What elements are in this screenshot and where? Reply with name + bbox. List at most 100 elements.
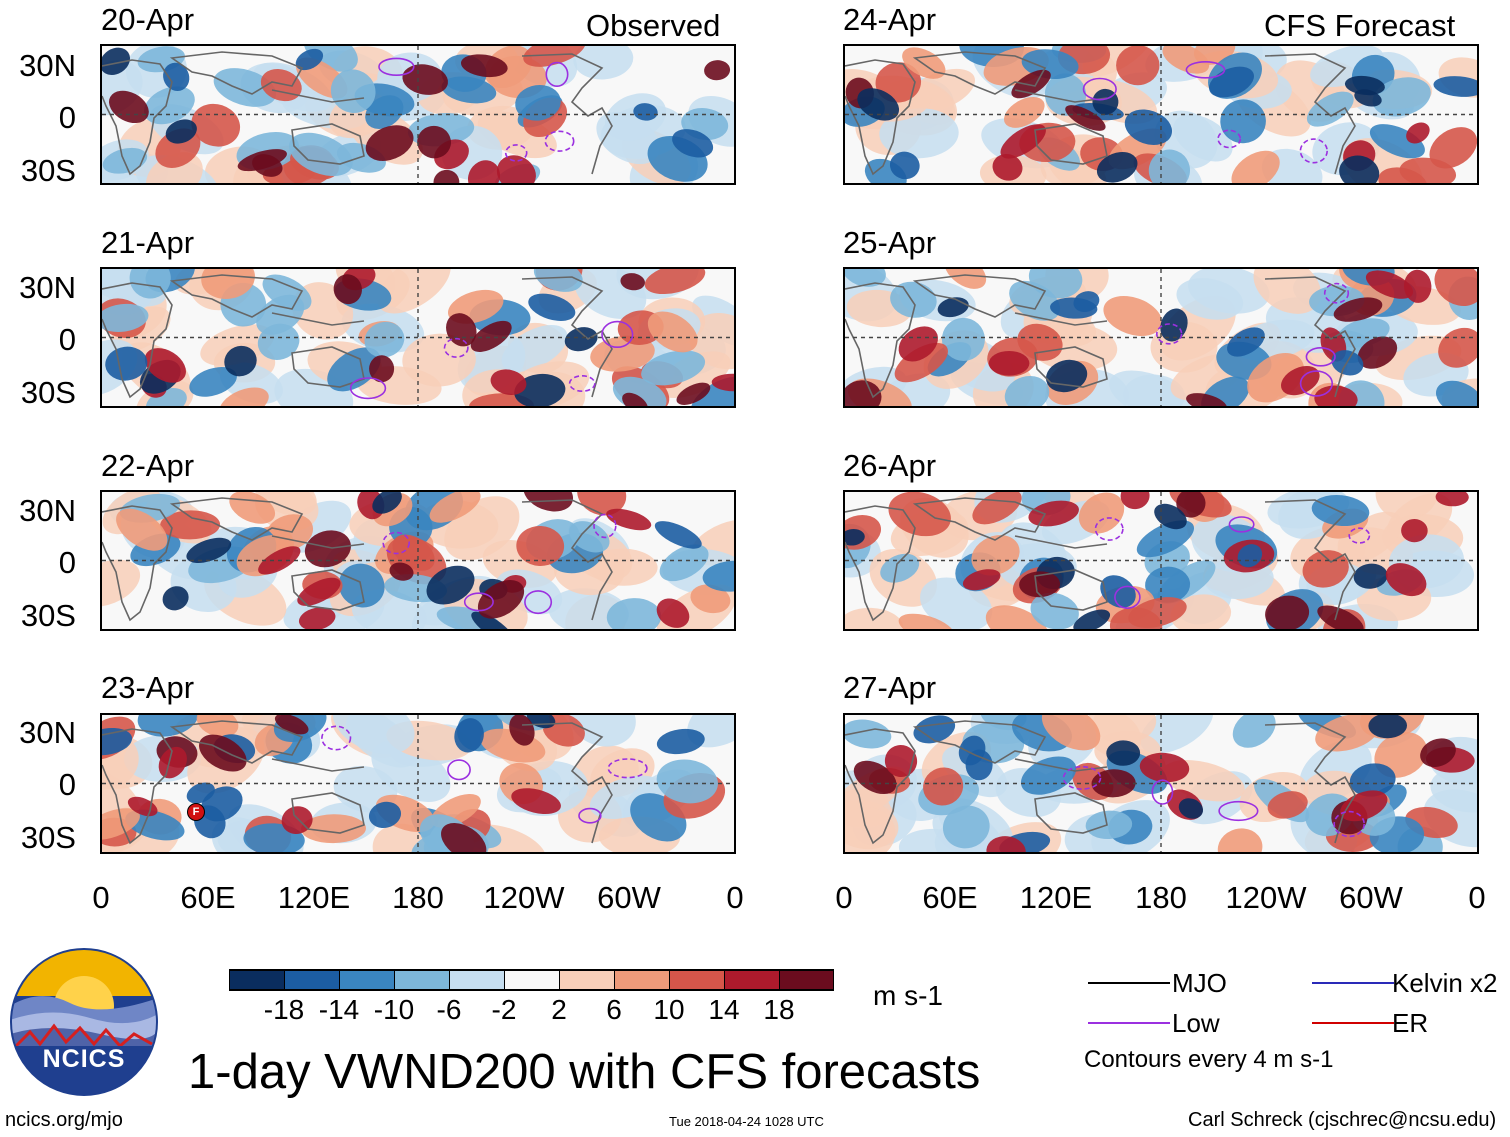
x-tick-0-end: 0 — [726, 880, 744, 915]
negative-anomaly — [606, 598, 662, 629]
coastline — [1034, 792, 1108, 834]
negative-anomaly — [189, 367, 237, 397]
positive-anomaly — [1315, 715, 1380, 752]
legend-line-kelvin — [1312, 982, 1394, 984]
negative-anomaly — [224, 345, 257, 377]
negative-anomaly — [368, 801, 402, 829]
coastline — [1264, 499, 1356, 621]
positive-anomaly — [201, 269, 255, 299]
negative-anomaly — [102, 47, 130, 75]
colorbar-tick-label: 18 — [763, 994, 795, 1025]
positive-anomaly — [986, 836, 1026, 852]
positive-anomaly — [704, 60, 731, 81]
positive-anomaly — [402, 64, 448, 95]
legend-line-low — [1088, 1022, 1170, 1024]
x-tick-0: 0 — [92, 880, 110, 915]
x-tick-60e: 60E — [180, 880, 236, 915]
low-contour — [504, 144, 528, 162]
negative-anomaly — [162, 586, 189, 611]
positive-anomaly — [1041, 715, 1101, 751]
positive-anomaly — [467, 160, 501, 183]
positive-anomaly — [1128, 597, 1187, 628]
low-contour — [1151, 779, 1174, 805]
positive-anomaly — [160, 510, 221, 540]
negative-anomaly — [857, 88, 900, 121]
low-contour — [463, 592, 494, 612]
coastline — [169, 274, 304, 318]
coastline — [271, 758, 365, 772]
positive-anomaly — [971, 535, 1020, 576]
positive-anomaly — [144, 348, 186, 383]
low-contour — [1114, 585, 1141, 610]
positive-anomaly — [845, 380, 882, 406]
negative-anomaly — [330, 69, 376, 113]
coastline — [912, 274, 1047, 318]
negative-anomaly — [1430, 767, 1477, 813]
legend-line-mjo — [1088, 982, 1170, 984]
low-contour — [443, 337, 469, 358]
negative-anomaly — [1154, 503, 1187, 530]
x-tick-180: 180 — [1135, 880, 1187, 915]
coastline — [271, 89, 365, 103]
positive-anomaly — [711, 373, 734, 392]
y-tick-30n: 30N — [19, 48, 76, 83]
coastline — [169, 497, 304, 541]
positive-anomaly — [1103, 296, 1162, 336]
coastline — [521, 276, 613, 398]
site-link[interactable]: ncics.org/mjo — [5, 1109, 123, 1131]
low-contour — [545, 61, 569, 87]
negative-anomaly — [515, 84, 561, 121]
positive-anomaly — [333, 274, 362, 305]
negative-anomaly — [1148, 149, 1191, 183]
positive-anomaly — [1317, 605, 1364, 629]
colorbar-tick-label: -10 — [373, 994, 415, 1025]
coastline — [1034, 569, 1108, 611]
positive-anomaly — [1004, 96, 1045, 128]
positive-anomaly — [102, 808, 140, 840]
negative-anomaly — [1344, 75, 1385, 96]
negative-anomaly — [845, 529, 865, 546]
low-contour — [1218, 800, 1259, 822]
author-credit: Carl Schreck (cjschrec@ncsu.edu) — [1188, 1109, 1497, 1131]
negative-anomaly — [1050, 297, 1098, 319]
positive-anomaly — [647, 311, 698, 353]
negative-anomaly — [454, 718, 484, 753]
colorbar-swatch — [614, 969, 669, 991]
coastline — [521, 499, 613, 621]
panel-date-observed-1: 20-Apr — [101, 2, 195, 37]
positive-anomaly — [1186, 393, 1227, 406]
positive-anomaly — [898, 613, 955, 629]
panel-date-forecast-2: 25-Apr — [843, 225, 937, 260]
positive-anomaly — [1091, 769, 1136, 798]
low-contour — [578, 807, 602, 824]
negative-anomaly — [514, 373, 566, 406]
negative-anomaly — [1372, 77, 1431, 117]
low-contour — [1299, 370, 1334, 397]
negative-anomaly — [102, 727, 133, 756]
ncics-logo-graphic — [10, 948, 158, 1096]
positive-anomaly — [1019, 571, 1061, 598]
negative-anomaly — [656, 728, 705, 755]
coastline — [1034, 346, 1108, 388]
map-panel-forecast-2 — [843, 267, 1479, 408]
positive-anomaly — [484, 46, 533, 89]
coastline — [912, 720, 1047, 764]
negative-anomaly — [889, 151, 920, 180]
negative-anomaly — [1353, 563, 1388, 589]
negative-anomaly — [1124, 109, 1173, 145]
positive-anomaly — [281, 806, 313, 834]
positive-anomaly — [377, 269, 451, 314]
negative-anomaly — [845, 719, 892, 749]
negative-anomaly — [528, 293, 576, 321]
positive-anomaly — [988, 351, 1030, 376]
colorbar-tick-label: -14 — [318, 994, 360, 1025]
positive-anomaly — [894, 342, 948, 383]
negative-anomaly — [633, 103, 658, 121]
coastline — [845, 728, 916, 845]
negative-anomaly — [1009, 280, 1061, 321]
positive-anomaly — [1065, 105, 1106, 131]
positive-anomaly — [297, 577, 341, 606]
colorbar-swatch — [449, 969, 504, 991]
positive-anomaly — [845, 607, 904, 629]
coastline — [912, 497, 1047, 541]
